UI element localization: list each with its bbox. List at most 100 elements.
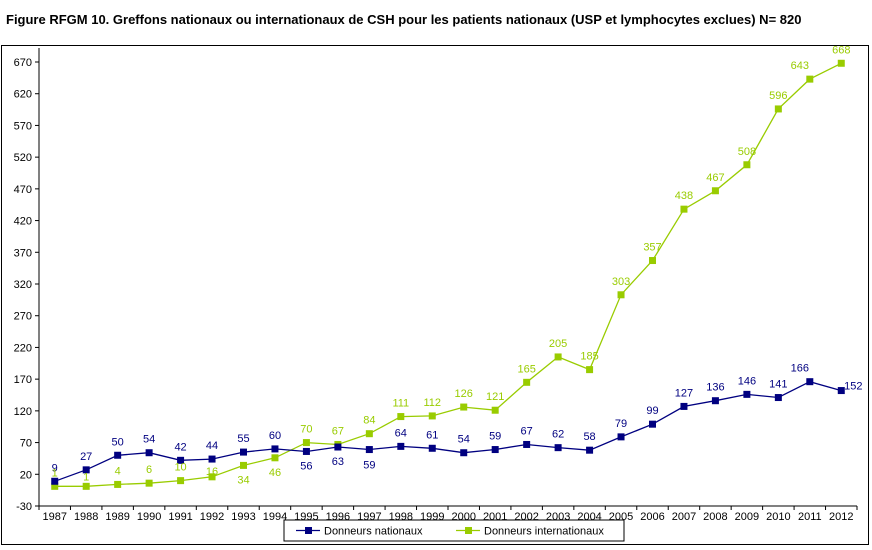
data-label: 127 bbox=[675, 387, 693, 399]
data-label: 152 bbox=[844, 381, 862, 393]
data-point bbox=[774, 394, 782, 402]
chart-title: Figure RFGM 10. Greffons nationaux ou in… bbox=[6, 12, 802, 27]
data-point bbox=[491, 446, 499, 454]
data-point bbox=[82, 482, 90, 490]
data-point bbox=[649, 420, 656, 428]
data-label: 508 bbox=[738, 146, 756, 158]
data-label: 141 bbox=[769, 379, 787, 391]
data-point bbox=[806, 75, 814, 83]
data-label: 58 bbox=[583, 431, 595, 443]
y-tick-label: 470 bbox=[14, 184, 32, 196]
data-label: 668 bbox=[832, 44, 850, 56]
y-tick-label: 220 bbox=[14, 342, 32, 354]
y-tick-label: 70 bbox=[20, 438, 32, 450]
data-label: 63 bbox=[332, 456, 344, 468]
y-tick-label: 370 bbox=[14, 247, 32, 259]
x-tick-label: 1991 bbox=[168, 511, 192, 523]
data-point bbox=[365, 446, 373, 454]
series-line-internationaux bbox=[54, 62, 842, 487]
data-label: 126 bbox=[455, 388, 473, 400]
data-point bbox=[51, 482, 59, 490]
data-label: 27 bbox=[80, 451, 92, 463]
data-point bbox=[680, 205, 688, 213]
data-point bbox=[491, 406, 499, 414]
data-label: 64 bbox=[395, 427, 407, 439]
x-tick-label: 2012 bbox=[829, 511, 853, 523]
data-label: 467 bbox=[706, 172, 724, 184]
data-point bbox=[208, 455, 216, 463]
legend-marker bbox=[465, 527, 472, 534]
data-point bbox=[711, 187, 719, 195]
data-label: 42 bbox=[174, 441, 186, 453]
data-point bbox=[177, 456, 185, 464]
data-label: 34 bbox=[237, 474, 249, 486]
x-tick-label: 1988 bbox=[74, 511, 98, 523]
chart-frame bbox=[1, 45, 869, 545]
data-point bbox=[617, 433, 625, 441]
data-label: 99 bbox=[646, 405, 658, 417]
data-point bbox=[271, 445, 279, 453]
data-point bbox=[302, 447, 310, 455]
data-point bbox=[523, 378, 531, 386]
data-label: 62 bbox=[552, 429, 564, 441]
x-tick-label: 1992 bbox=[200, 511, 224, 523]
data-point bbox=[334, 443, 342, 451]
data-label: 1 bbox=[52, 467, 58, 479]
data-label: 61 bbox=[426, 429, 438, 441]
data-label: 55 bbox=[237, 433, 249, 445]
data-label: 79 bbox=[615, 418, 627, 430]
x-tick-label: 2010 bbox=[766, 511, 790, 523]
data-point bbox=[837, 59, 845, 67]
data-label: 56 bbox=[300, 460, 312, 472]
data-label: 67 bbox=[332, 425, 344, 437]
data-point bbox=[114, 480, 122, 488]
y-tick-label: 620 bbox=[14, 89, 32, 101]
x-tick-label: 2008 bbox=[703, 511, 727, 523]
legend-label: Donneurs internationaux bbox=[484, 526, 604, 538]
data-label: 67 bbox=[521, 425, 533, 437]
data-label: 185 bbox=[580, 351, 598, 363]
data-label: 303 bbox=[612, 276, 630, 288]
data-point bbox=[177, 477, 185, 485]
y-tick-label: -30 bbox=[16, 501, 32, 513]
data-point bbox=[208, 473, 216, 481]
data-point bbox=[397, 413, 405, 421]
data-label: 146 bbox=[738, 375, 756, 387]
data-point bbox=[145, 449, 153, 457]
data-point bbox=[240, 448, 247, 456]
data-label: 44 bbox=[206, 440, 218, 452]
x-tick-label: 2009 bbox=[735, 511, 759, 523]
data-label: 438 bbox=[675, 190, 693, 202]
data-label: 643 bbox=[791, 60, 809, 72]
legend-label: Donneurs nationaux bbox=[324, 526, 423, 538]
data-point bbox=[145, 479, 153, 487]
data-point bbox=[82, 466, 90, 474]
legend-box bbox=[283, 519, 625, 542]
data-point bbox=[586, 446, 594, 454]
data-label: 1 bbox=[83, 471, 89, 483]
y-tick-label: 170 bbox=[14, 374, 32, 386]
y-tick-label: 420 bbox=[14, 216, 32, 228]
data-label: 54 bbox=[143, 434, 155, 446]
x-tick-label: 1994 bbox=[263, 511, 287, 523]
y-tick-label: 270 bbox=[14, 311, 32, 323]
data-label: 70 bbox=[300, 424, 312, 436]
x-tick-label: 1987 bbox=[42, 511, 66, 523]
data-point bbox=[240, 461, 247, 469]
data-point bbox=[51, 477, 59, 485]
data-point bbox=[743, 161, 751, 169]
x-tick-label: 2011 bbox=[798, 511, 822, 523]
x-tick-label: 2006 bbox=[640, 511, 664, 523]
data-label: 46 bbox=[269, 467, 281, 479]
data-point bbox=[617, 291, 625, 299]
data-point bbox=[680, 402, 688, 410]
data-point bbox=[397, 442, 405, 450]
data-point bbox=[711, 397, 719, 405]
data-label: 205 bbox=[549, 338, 567, 350]
data-label: 112 bbox=[423, 397, 441, 409]
data-point bbox=[114, 451, 122, 459]
data-point bbox=[523, 440, 531, 448]
x-tick-label: 2007 bbox=[672, 511, 696, 523]
data-label: 111 bbox=[392, 398, 409, 410]
data-point bbox=[806, 378, 814, 386]
